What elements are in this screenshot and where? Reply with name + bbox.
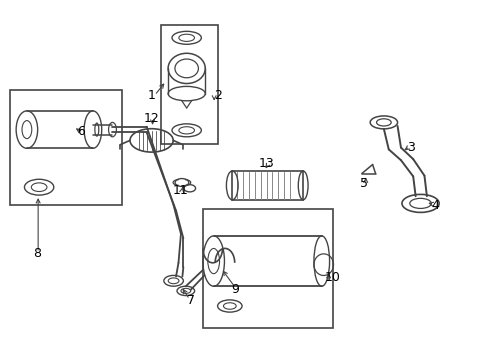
Text: 5: 5 bbox=[360, 177, 367, 190]
Text: 6: 6 bbox=[77, 125, 84, 138]
Text: 1: 1 bbox=[147, 89, 155, 102]
Bar bbox=[10, 90, 122, 205]
Text: 7: 7 bbox=[186, 294, 194, 307]
Text: 3: 3 bbox=[406, 141, 414, 154]
Bar bbox=[161, 25, 217, 144]
Text: 9: 9 bbox=[230, 283, 238, 296]
Text: 12: 12 bbox=[143, 112, 159, 125]
Text: 4: 4 bbox=[430, 199, 438, 212]
Text: 2: 2 bbox=[213, 89, 221, 102]
Text: 8: 8 bbox=[33, 247, 41, 260]
Text: 13: 13 bbox=[258, 157, 274, 170]
Text: 11: 11 bbox=[173, 184, 188, 197]
Text: 10: 10 bbox=[324, 271, 340, 284]
Bar bbox=[203, 209, 332, 328]
